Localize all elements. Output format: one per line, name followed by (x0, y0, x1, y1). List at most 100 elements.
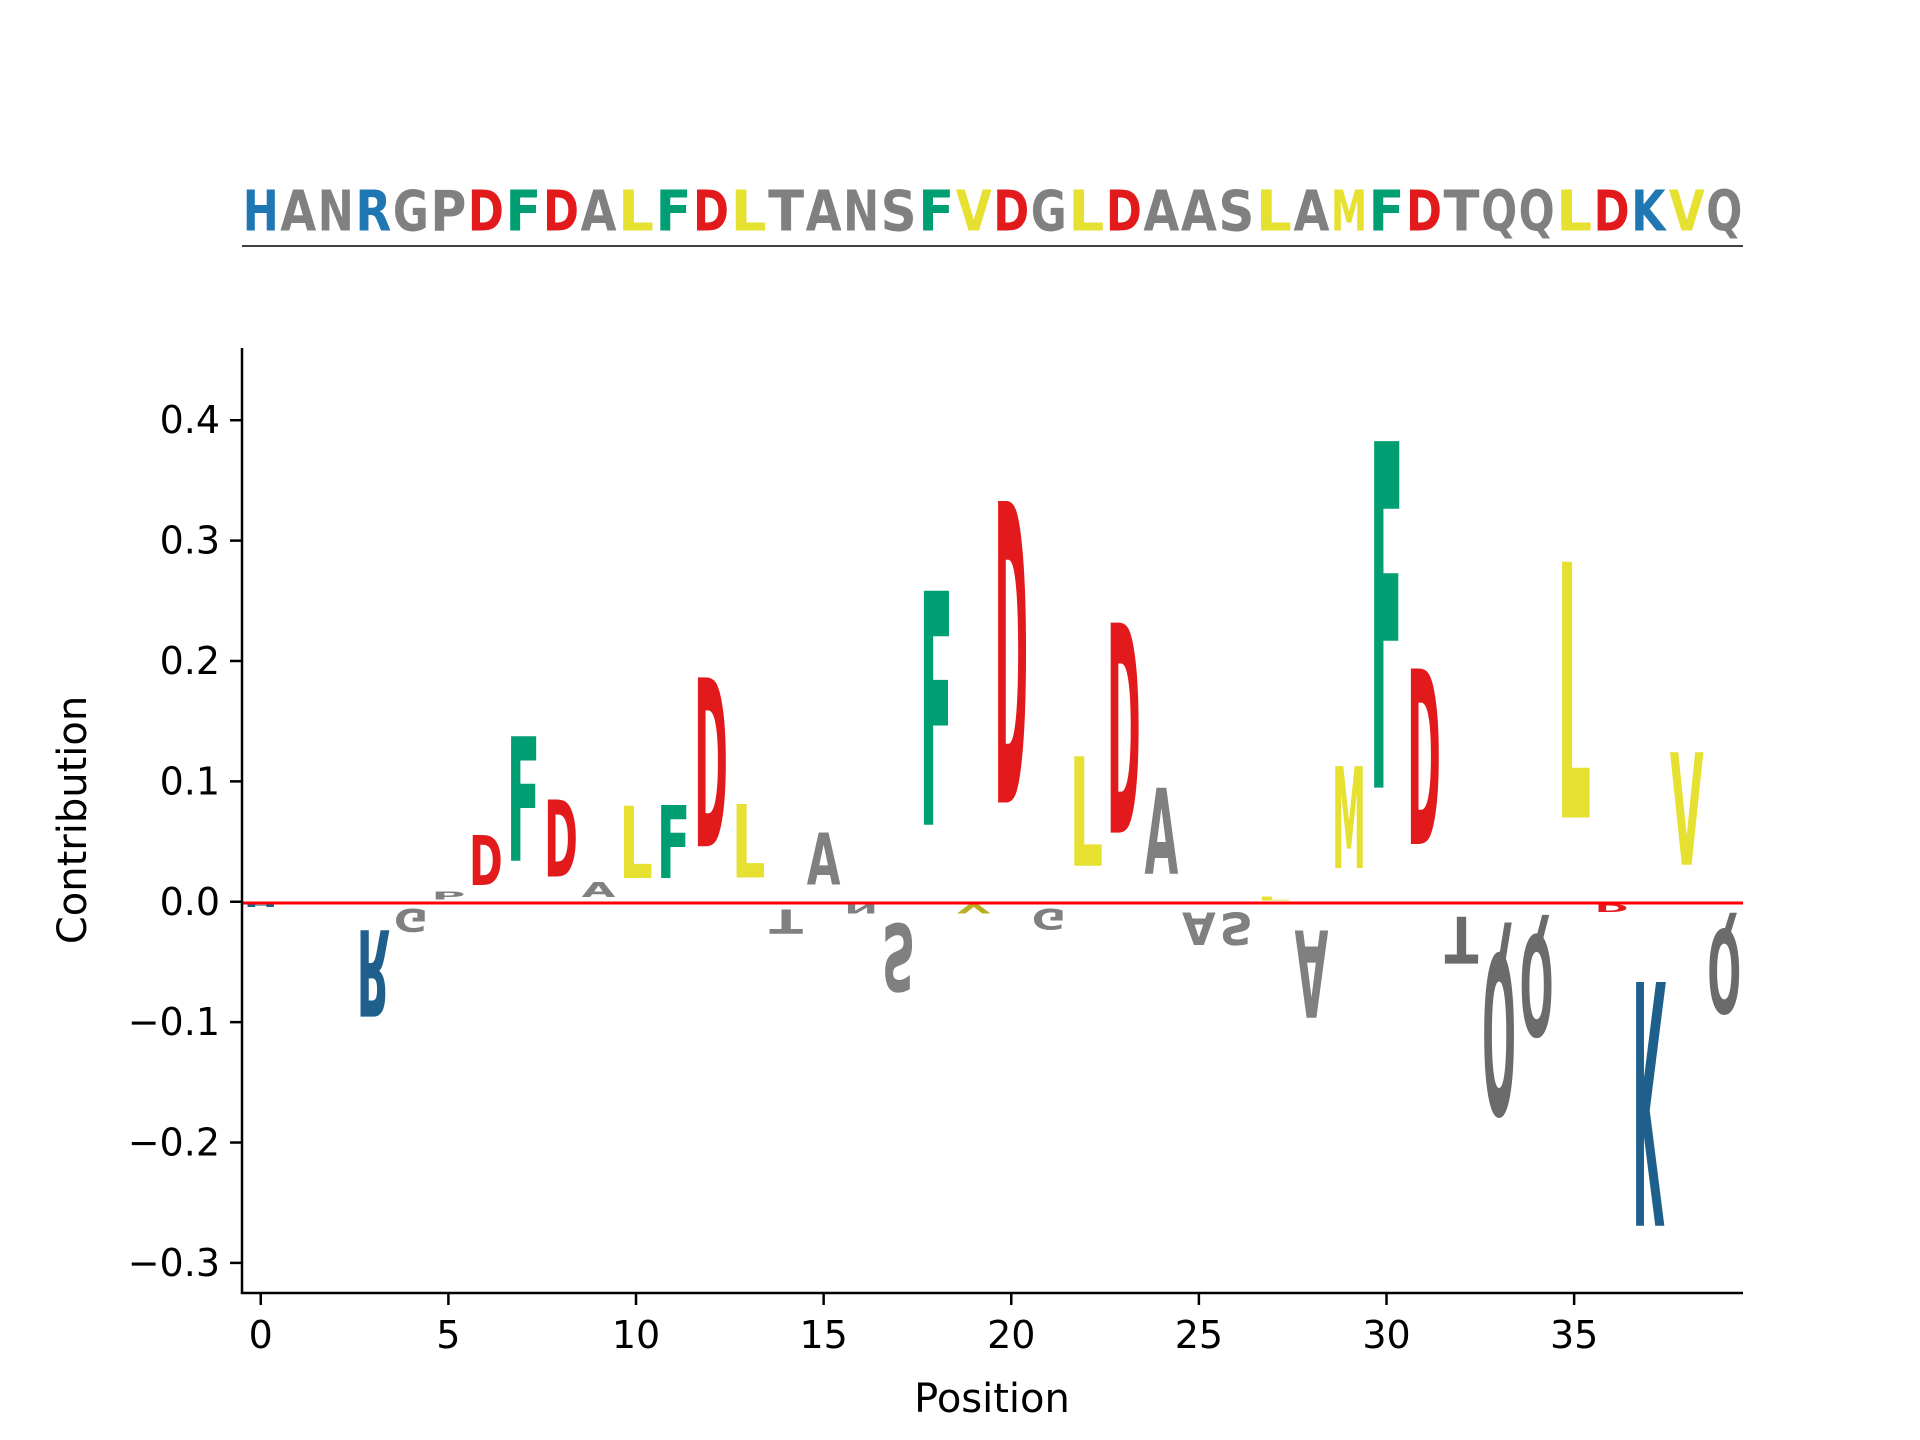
header-residue: A (1181, 179, 1217, 244)
header-residue: N (318, 178, 354, 244)
header-residue: A (806, 179, 842, 244)
y-tick-label: −0.2 (128, 1121, 220, 1165)
header-residue: F (918, 178, 954, 244)
contribution-letter: N (844, 901, 878, 915)
header-residue: P (430, 179, 466, 244)
contribution-letter: A (807, 818, 841, 901)
header-residue: T (768, 178, 804, 244)
contribution-letter: M (1332, 739, 1366, 903)
contribution-letter: A (1182, 901, 1216, 952)
y-tick-label: 0.3 (160, 519, 220, 563)
contribution-letter: G (1032, 901, 1066, 934)
y-tick-label: −0.1 (128, 1000, 220, 1044)
x-tick-label: 10 (612, 1313, 660, 1357)
x-tick-label: 30 (1362, 1313, 1410, 1357)
contribution-letter: P (432, 890, 466, 902)
header-residue: T (1444, 178, 1480, 244)
header-residue: Q (1706, 178, 1742, 244)
header-residue: D (1106, 178, 1142, 244)
header-residue: F (656, 178, 692, 244)
header-residue: L (1256, 180, 1292, 245)
header-residue: D (993, 178, 1029, 244)
header-residue: K (1631, 178, 1667, 244)
header-residue: D (693, 178, 729, 244)
y-tick-label: 0.4 (160, 398, 220, 442)
contribution-letter: F (1370, 346, 1404, 900)
header-residue: H (243, 178, 279, 244)
plot-area: HANRGPDFDALFDLTANSFVDGLDAASLAMFDTQQLDKVQ… (128, 346, 1743, 1357)
contribution-letter: D (1407, 621, 1441, 901)
header-residue: D (468, 178, 504, 244)
header-residue: L (1556, 180, 1592, 245)
y-tick-label: −0.3 (128, 1241, 220, 1285)
contribution-letter: S (1220, 902, 1254, 953)
header-residue: S (1218, 179, 1254, 245)
contribution-letter: F (657, 785, 691, 902)
contribution-letter: A (1144, 765, 1178, 902)
y-tick-label: 0.1 (160, 759, 220, 803)
y-axis-ticks: −0.3 −0.2 −0.1 0.0 0.1 0.2 0.3 0.4 (128, 398, 242, 1285)
contribution-letter: A (1295, 901, 1329, 1039)
contribution-letter: K (1632, 902, 1666, 1291)
contribution-letter: R (356, 901, 390, 1039)
header-residue: D (1406, 178, 1442, 244)
header-residue: A (580, 179, 616, 244)
contribution-letter: D (994, 420, 1028, 901)
x-axis-label: Position (914, 1376, 1070, 1422)
header-residue: F (505, 178, 541, 244)
contribution-letter: T (1445, 901, 1479, 975)
x-tick-label: 5 (436, 1313, 460, 1357)
contribution-letter: L (619, 786, 653, 902)
contribution-letter: V (1670, 722, 1704, 902)
contribution-letter: L (1257, 896, 1291, 902)
contribution-letter: L (1069, 726, 1103, 902)
contribution-letter: A (582, 878, 617, 902)
contribution-letter: L (732, 784, 766, 902)
header-residue: D (1594, 178, 1630, 244)
x-tick-label: 20 (987, 1313, 1035, 1357)
contribution-letter: H (244, 902, 278, 908)
contribution-letter: L (1557, 493, 1591, 901)
y-tick-label: 0.2 (160, 639, 220, 683)
contribution-letter: F (507, 702, 541, 902)
header-residue: L (731, 180, 767, 245)
header-residue: G (1031, 178, 1067, 244)
header-residue: D (543, 178, 579, 244)
header-residue: V (1669, 179, 1705, 244)
header-residue: A (280, 179, 316, 244)
header-residue: S (881, 179, 917, 245)
x-tick-label: 15 (799, 1313, 847, 1357)
header-residue: A (1143, 179, 1179, 244)
contribution-letter: F (919, 528, 953, 901)
contribution-letter: Q (1520, 901, 1554, 1063)
header-residue: R (355, 179, 391, 244)
header-residue: A (1293, 179, 1329, 244)
header-residue: F (1369, 178, 1405, 244)
x-axis-ticks: 0 5 10 15 20 25 30 35 (249, 1293, 1598, 1357)
contribution-letter: D (1107, 565, 1141, 901)
contribution-letter: G (394, 902, 428, 938)
contribution-letter: Q (1707, 901, 1741, 1035)
contribution-letter: D (694, 633, 728, 902)
header-residue: Q (1519, 178, 1555, 244)
x-tick-label: 25 (1175, 1313, 1223, 1357)
header-residue: G (393, 178, 429, 244)
header-residue: Q (1481, 178, 1517, 244)
contribution-letter: Q (1482, 902, 1516, 1158)
x-tick-label: 35 (1550, 1313, 1598, 1357)
header-residue: N (843, 178, 879, 244)
header-residue: V (956, 179, 992, 244)
header-residue: M (1331, 179, 1367, 244)
y-axis-label: Contribution (50, 696, 96, 944)
header-residue: L (1068, 180, 1104, 245)
contribution-letter: V (957, 902, 991, 917)
contribution-letter: D (544, 779, 578, 902)
contribution-letter: D (1595, 902, 1629, 914)
header-residue: L (618, 180, 654, 245)
x-tick-label: 0 (249, 1313, 273, 1357)
contribution-letter: D (469, 822, 503, 902)
contribution-letter: T (769, 902, 803, 940)
